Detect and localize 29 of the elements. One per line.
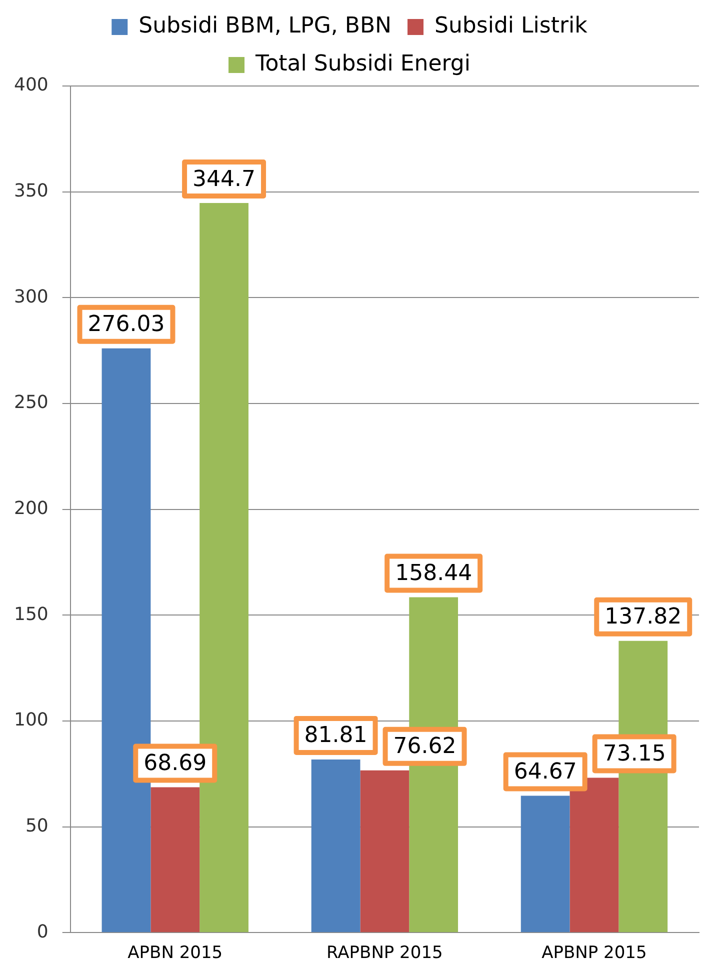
- legend-label: Subsidi Listrik: [434, 14, 588, 39]
- x-tick-label: APBN 2015: [128, 943, 223, 964]
- y-tick-label: 150: [14, 604, 48, 625]
- x-tick-label: RAPBNP 2015: [326, 943, 443, 964]
- y-tick-label: 350: [14, 180, 48, 202]
- bar: [150, 787, 200, 932]
- data-label: 137.82: [604, 604, 682, 630]
- y-tick-label: 250: [14, 392, 48, 414]
- data-label: 81.81: [304, 723, 368, 748]
- data-label: 344.7: [192, 166, 256, 192]
- y-tick-label: 50: [25, 815, 48, 836]
- x-tick-label: APBNP 2015: [542, 943, 647, 964]
- data-label: 276.03: [88, 312, 165, 338]
- y-tick-label: 400: [14, 74, 48, 96]
- bar: [570, 778, 619, 932]
- y-tick-label: 300: [14, 286, 48, 308]
- data-label: 73.15: [602, 741, 666, 766]
- legend-label: Subsidi BBM, LPG, BBN: [138, 14, 392, 39]
- data-label: 68.69: [144, 750, 207, 776]
- y-tick-label: 100: [14, 710, 48, 731]
- data-label: 64.67: [514, 759, 577, 784]
- bar: [311, 759, 360, 932]
- bar: [520, 796, 570, 932]
- data-label: 158.44: [395, 560, 472, 586]
- data-label: 76.62: [393, 734, 456, 760]
- y-tick-label: 200: [14, 498, 48, 519]
- bar: [360, 770, 410, 932]
- legend-label: Total Subsidi Energi: [254, 52, 471, 77]
- y-tick-label: 0: [36, 921, 48, 942]
